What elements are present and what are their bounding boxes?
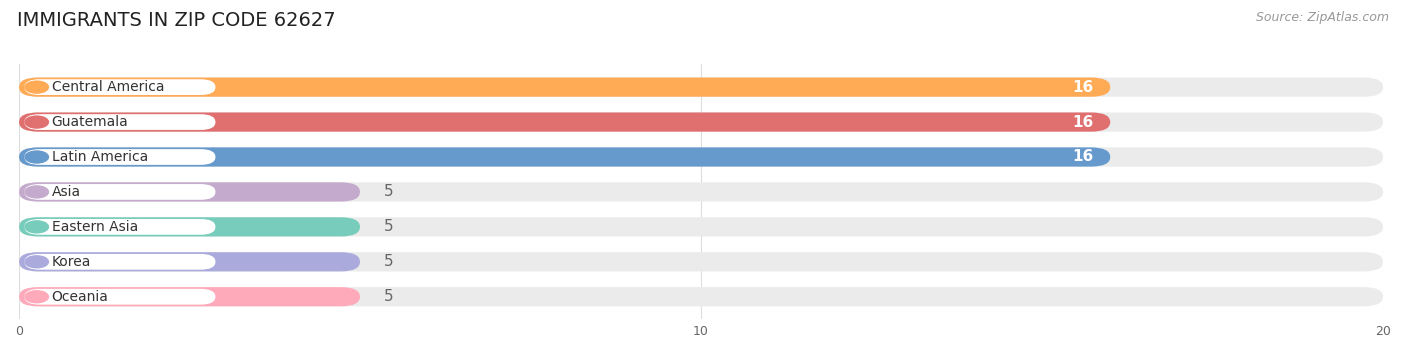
FancyBboxPatch shape	[20, 252, 1384, 271]
FancyBboxPatch shape	[20, 78, 1384, 97]
FancyBboxPatch shape	[24, 149, 215, 165]
Circle shape	[25, 151, 48, 163]
FancyBboxPatch shape	[24, 254, 215, 270]
FancyBboxPatch shape	[24, 184, 215, 200]
FancyBboxPatch shape	[20, 78, 1111, 97]
FancyBboxPatch shape	[20, 183, 1384, 202]
FancyBboxPatch shape	[20, 287, 1384, 306]
Circle shape	[25, 81, 48, 93]
FancyBboxPatch shape	[20, 113, 1384, 132]
Text: Oceania: Oceania	[52, 290, 108, 304]
Text: 16: 16	[1071, 150, 1094, 164]
FancyBboxPatch shape	[20, 113, 1111, 132]
Circle shape	[25, 256, 48, 268]
Circle shape	[25, 291, 48, 303]
FancyBboxPatch shape	[20, 217, 1384, 237]
FancyBboxPatch shape	[20, 252, 360, 271]
Text: Eastern Asia: Eastern Asia	[52, 220, 138, 234]
Text: Asia: Asia	[52, 185, 82, 199]
FancyBboxPatch shape	[20, 287, 360, 306]
FancyBboxPatch shape	[20, 148, 1384, 167]
Text: Source: ZipAtlas.com: Source: ZipAtlas.com	[1256, 11, 1389, 24]
FancyBboxPatch shape	[24, 219, 215, 235]
FancyBboxPatch shape	[24, 289, 215, 305]
Text: Korea: Korea	[52, 255, 91, 269]
Text: 16: 16	[1071, 115, 1094, 130]
FancyBboxPatch shape	[20, 183, 360, 202]
FancyBboxPatch shape	[24, 79, 215, 95]
Circle shape	[25, 116, 48, 128]
Text: 5: 5	[384, 219, 394, 234]
FancyBboxPatch shape	[20, 148, 1111, 167]
FancyBboxPatch shape	[24, 114, 215, 130]
Text: 16: 16	[1071, 80, 1094, 95]
FancyBboxPatch shape	[20, 217, 360, 237]
Circle shape	[25, 221, 48, 233]
Text: 5: 5	[384, 289, 394, 304]
Text: Latin America: Latin America	[52, 150, 148, 164]
Text: Central America: Central America	[52, 80, 165, 94]
Circle shape	[25, 186, 48, 198]
Text: 5: 5	[384, 184, 394, 199]
Text: Guatemala: Guatemala	[52, 115, 128, 129]
Text: IMMIGRANTS IN ZIP CODE 62627: IMMIGRANTS IN ZIP CODE 62627	[17, 11, 336, 30]
Text: 5: 5	[384, 254, 394, 269]
